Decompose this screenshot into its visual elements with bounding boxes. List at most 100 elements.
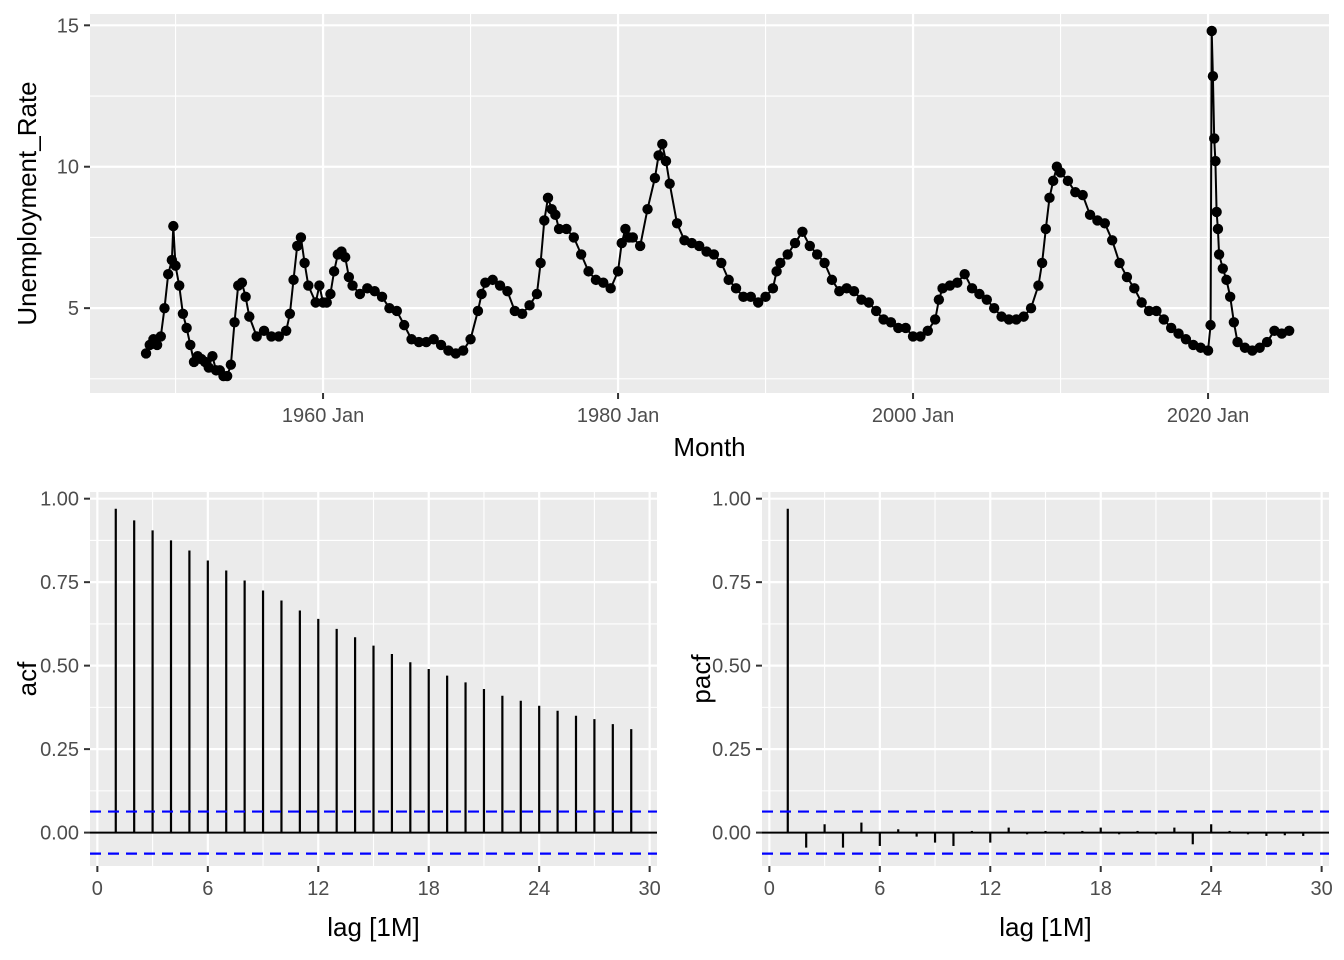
y-tick-label: 0.75 [712, 572, 751, 594]
x-tick-label: 24 [1200, 878, 1222, 900]
data-point [716, 257, 727, 269]
data-point [162, 269, 174, 280]
data-point [1018, 311, 1029, 322]
y-tick-label: 0.50 [40, 656, 79, 678]
x-axis-title: Month [673, 432, 745, 462]
data-point [1283, 325, 1295, 336]
data-point [524, 300, 535, 311]
data-point [553, 223, 565, 235]
data-point [1136, 297, 1147, 308]
data-point [1209, 133, 1220, 144]
data-point [435, 339, 447, 351]
data-point [1210, 155, 1221, 167]
data-point [1106, 235, 1118, 246]
data-point [457, 345, 469, 356]
data-point [494, 280, 506, 291]
data-point [1206, 25, 1217, 37]
data-point [413, 336, 425, 348]
panel-time-series: 5 10 15 1960 Jan 1980 Jan 2000 Jan 2020 Jan Mon… [12, 14, 1329, 462]
data-point [583, 266, 594, 277]
data-point [280, 325, 292, 336]
data-point [653, 150, 664, 161]
data-point [988, 302, 1000, 314]
data-point [1099, 218, 1111, 229]
lag-bars [786, 508, 1305, 848]
data-point [159, 302, 170, 314]
data-points [140, 25, 1295, 382]
data-point [848, 285, 860, 297]
data-point [1025, 302, 1037, 314]
data-point [1033, 280, 1044, 291]
data-point [1044, 192, 1055, 204]
y-tick-label: 1.00 [40, 489, 79, 511]
data-point [487, 274, 498, 286]
data-point [472, 305, 484, 317]
data-point [811, 249, 823, 260]
data-point [354, 288, 366, 300]
data-point [929, 314, 941, 325]
data-point [1228, 317, 1240, 328]
data-point [1224, 291, 1236, 303]
data-point [465, 334, 476, 345]
data-point [174, 280, 185, 291]
data-point [1047, 175, 1059, 187]
data-point [1084, 209, 1096, 221]
data-point [1254, 342, 1265, 353]
data-point [181, 322, 192, 334]
data-point [1129, 283, 1140, 294]
data-point [391, 305, 402, 317]
data-point [598, 277, 609, 288]
data-point [502, 285, 513, 297]
data-point [321, 297, 332, 308]
x-tick-label: 2020 Jan [1167, 405, 1249, 427]
data-point [771, 266, 782, 277]
data-point [1158, 314, 1170, 325]
data-point [339, 252, 351, 263]
data-point [952, 277, 963, 288]
data-point [738, 291, 749, 303]
lag-bars [114, 508, 633, 833]
x-tick-label: 18 [418, 878, 440, 900]
data-point [539, 215, 550, 226]
data-point [657, 138, 668, 150]
data-point [561, 223, 572, 235]
data-point [516, 308, 528, 320]
data-point [568, 232, 579, 243]
data-point [1205, 319, 1216, 331]
data-point [826, 274, 838, 286]
data-point [310, 297, 321, 308]
data-point [782, 249, 793, 260]
data-point [974, 288, 985, 300]
data-point [1151, 305, 1162, 317]
data-point [915, 331, 926, 342]
data-point [177, 308, 189, 320]
data-point [1207, 71, 1219, 82]
data-point [1165, 322, 1177, 334]
x-axis-title: lag [1M] [999, 912, 1092, 942]
data-point [1221, 274, 1232, 286]
data-point [797, 226, 808, 237]
data-point [907, 331, 919, 342]
data-point [251, 331, 262, 342]
data-point [343, 271, 355, 283]
data-point [1077, 189, 1088, 201]
data-point [531, 288, 543, 300]
data-point [620, 223, 631, 235]
data-point [775, 257, 786, 269]
data-point [1121, 271, 1133, 283]
data-point [369, 285, 380, 297]
data-point [1217, 263, 1229, 274]
data-point [207, 351, 218, 362]
x-tick-label: 6 [874, 878, 885, 900]
data-point [804, 240, 815, 252]
data-point [151, 339, 163, 351]
data-point [627, 232, 638, 243]
data-point [1040, 223, 1052, 235]
data-point [642, 203, 653, 215]
data-point [1211, 206, 1222, 218]
data-point [221, 370, 233, 382]
data-point [981, 294, 992, 305]
data-point [933, 294, 945, 305]
data-point [1143, 305, 1155, 317]
